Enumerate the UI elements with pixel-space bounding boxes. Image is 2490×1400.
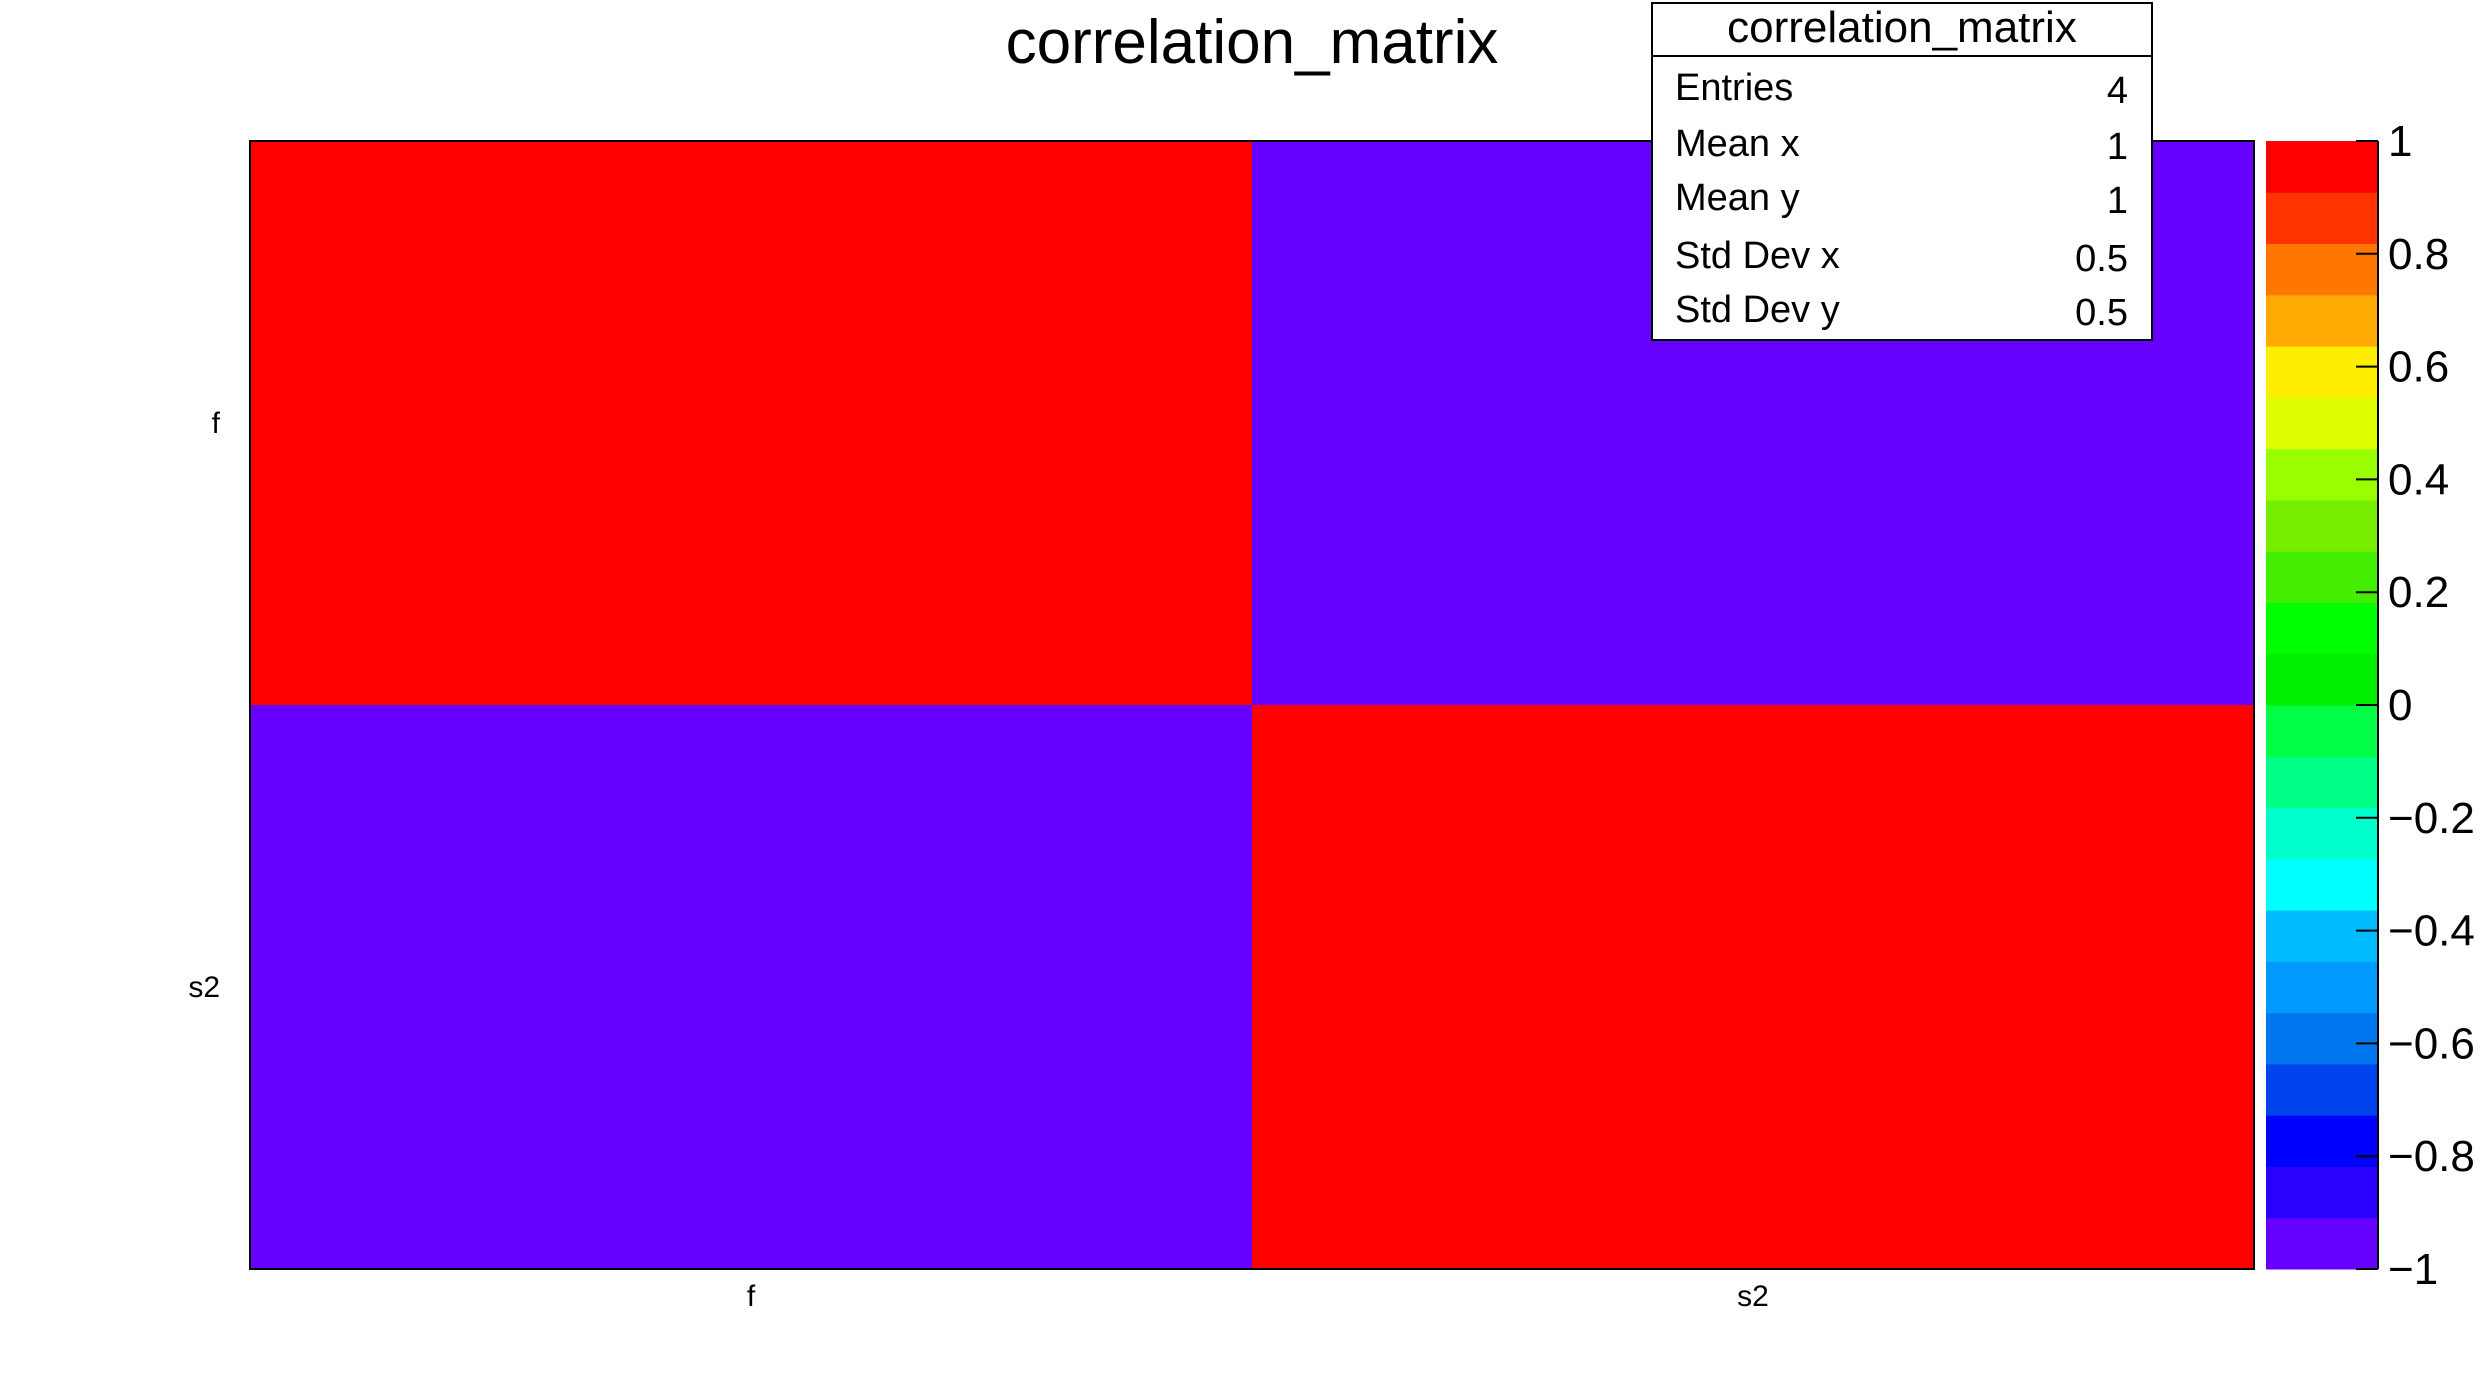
stats-row-label: Entries <box>1675 67 1793 109</box>
palette-segment <box>2266 1166 2378 1219</box>
palette-segment <box>2266 961 2378 1014</box>
x-tick-label: f <box>747 1280 756 1313</box>
palette-segment <box>2266 1217 2378 1270</box>
palette-segment <box>2266 807 2378 860</box>
stats-box-rows: Entries 4 Mean x 1 Mean y 1 Std Dev x 0.5 Std De… <box>1675 67 2128 334</box>
stats-box: correlation_matrix Entries 4 Mean x 1 Mean y… <box>1651 2 2153 341</box>
palette-tick-label: 0.6 <box>2388 343 2449 392</box>
y-tick-label: s2 <box>188 971 220 1004</box>
stats-row-value: 0.5 <box>2075 292 2128 334</box>
palette-segment <box>2266 243 2378 296</box>
palette-tick-label: 0.2 <box>2388 568 2449 617</box>
palette-segment <box>2266 910 2378 962</box>
palette-segment <box>2266 858 2378 911</box>
palette-segment <box>2266 448 2378 501</box>
palette-tick-label: 1 <box>2388 117 2412 166</box>
palette-segment <box>2266 705 2378 757</box>
x-tick-label: s2 <box>1737 1280 1769 1313</box>
stats-row-value: 1 <box>2107 126 2128 168</box>
stats-box-frame <box>1651 2 2153 341</box>
palette-tick-label: 0.8 <box>2388 230 2449 279</box>
palette-tick-label: 0.4 <box>2388 455 2449 504</box>
color-palette <box>2266 141 2378 1270</box>
stats-row-label: Mean y <box>1675 177 1800 219</box>
y-axis-labels: f s2 <box>188 407 220 1004</box>
palette-segment <box>2266 294 2378 347</box>
palette-segment <box>2266 602 2378 655</box>
palette-tick-label: −0.2 <box>2388 794 2475 843</box>
heatmap-cell <box>250 141 1253 706</box>
palette-tick-label: −0.8 <box>2388 1132 2475 1181</box>
palette-segment <box>2266 192 2378 245</box>
palette-axis-ticks: 1 0.8 0.6 0.4 0.2 0 −0.2 −0.4 −0.6 −0.8 −1 <box>2356 117 2475 1294</box>
heatmap-cell <box>250 705 1253 1270</box>
palette-tick-label: −0.4 <box>2388 907 2475 956</box>
stats-row-value: 0.5 <box>2075 238 2128 280</box>
stats-row-label: Std Dev y <box>1675 289 1840 331</box>
palette-tick-label: 0 <box>2388 681 2412 730</box>
palette-tick-label: −0.6 <box>2388 1019 2475 1068</box>
stats-box-title: correlation_matrix <box>1727 3 2077 52</box>
plot-frame <box>249 140 2255 1270</box>
stats-row-value: 1 <box>2107 180 2128 222</box>
palette-segment <box>2266 346 2378 398</box>
palette-segment <box>2266 1063 2378 1116</box>
stats-row-label: Mean x <box>1675 123 1800 165</box>
heatmap-cell <box>1252 705 2255 1270</box>
palette-segment <box>2266 1115 2378 1167</box>
y-tick-label: f <box>212 407 221 440</box>
palette-segment <box>2266 499 2378 552</box>
palette-segment <box>2266 141 2378 193</box>
chart-title: correlation_matrix <box>1006 8 1499 77</box>
palette-segment <box>2266 397 2378 450</box>
palette-segment <box>2266 1012 2378 1065</box>
palette-segment <box>2266 756 2378 809</box>
x-axis-labels: f s2 <box>747 1280 1769 1313</box>
palette-tick-label: −1 <box>2388 1245 2438 1294</box>
palette-segment <box>2266 653 2378 706</box>
stats-row-value: 4 <box>2107 70 2128 112</box>
stats-row-label: Std Dev x <box>1675 235 1840 277</box>
palette-segment <box>2266 551 2378 603</box>
